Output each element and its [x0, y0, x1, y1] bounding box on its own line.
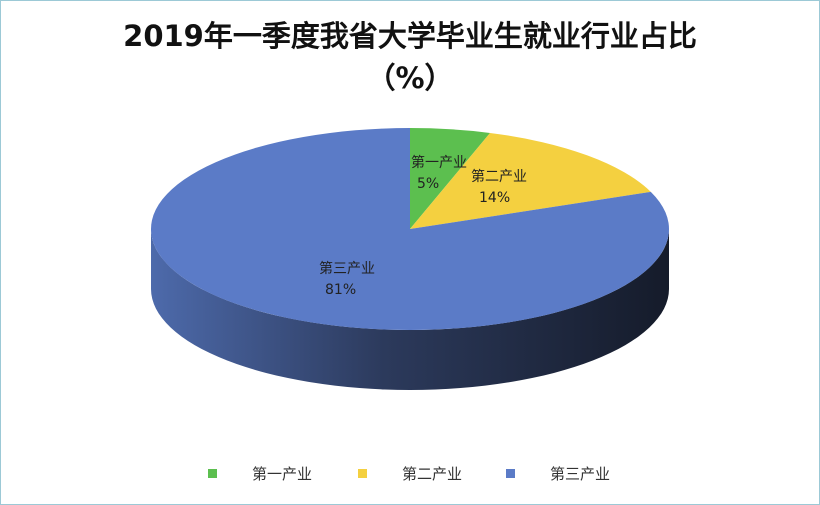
legend-swatch-1 — [208, 469, 217, 478]
legend-label-2: 第二产业 — [402, 465, 462, 483]
legend-swatch-2 — [358, 469, 367, 478]
pie-side — [151, 229, 669, 390]
slice-value-3: 81% — [325, 282, 356, 298]
chart-title-line2: （%） — [366, 61, 454, 95]
chart-title: 2019年一季度我省大学毕业生就业行业占比 （%） — [1, 15, 819, 99]
slice-label-2: 第二产业 — [471, 168, 527, 185]
chart-title-line1: 2019年一季度我省大学毕业生就业行业占比 — [123, 19, 697, 53]
slice-label-3: 第三产业 — [319, 260, 375, 277]
legend-label-1: 第一产业 — [252, 465, 312, 483]
legend-label-3: 第三产业 — [550, 465, 610, 483]
pie-slice-3 — [150, 128, 670, 331]
slice-value-1: 5% — [417, 176, 439, 192]
pie-slice-2 — [410, 132, 651, 229]
slice-value-2: 14% — [479, 190, 510, 206]
legend-swatch-3 — [506, 469, 515, 478]
pie-slice-1 — [410, 128, 491, 229]
slice-label-1: 第一产业 — [411, 154, 467, 171]
